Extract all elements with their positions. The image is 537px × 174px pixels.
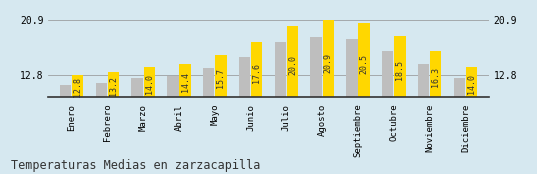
Bar (251, 42, 263, 162)
Text: 20.0: 20.0 (288, 55, 297, 75)
Text: 12.8: 12.8 (73, 77, 82, 97)
Bar (466, 67, 477, 162)
Bar (454, 78, 465, 162)
Bar (323, 20, 334, 162)
Bar (394, 36, 405, 162)
Text: 17.6: 17.6 (252, 63, 261, 83)
Text: 16.3: 16.3 (431, 67, 440, 87)
Bar (60, 85, 71, 162)
Text: 20.9: 20.9 (324, 53, 333, 73)
Text: Temperaturas Medias en zarzacapilla: Temperaturas Medias en zarzacapilla (11, 159, 260, 172)
Bar (310, 37, 322, 162)
Bar (203, 68, 214, 162)
Bar (239, 57, 250, 162)
Text: 20.5: 20.5 (360, 54, 368, 74)
Bar (167, 76, 179, 162)
Bar (215, 55, 227, 162)
Bar (358, 23, 370, 162)
Bar (132, 78, 143, 162)
Bar (287, 26, 298, 162)
Bar (96, 83, 107, 162)
Text: 14.0: 14.0 (467, 74, 476, 94)
Bar (108, 72, 119, 162)
Bar (72, 75, 83, 162)
Text: 15.7: 15.7 (216, 68, 226, 88)
Bar (346, 39, 358, 162)
Bar (143, 67, 155, 162)
Bar (179, 64, 191, 162)
Text: 18.5: 18.5 (395, 60, 404, 80)
Text: 14.0: 14.0 (145, 74, 154, 94)
Bar (382, 51, 394, 162)
Text: 14.4: 14.4 (180, 72, 190, 92)
Bar (274, 42, 286, 162)
Bar (430, 51, 441, 162)
Bar (418, 65, 429, 162)
Text: 13.2: 13.2 (109, 76, 118, 96)
